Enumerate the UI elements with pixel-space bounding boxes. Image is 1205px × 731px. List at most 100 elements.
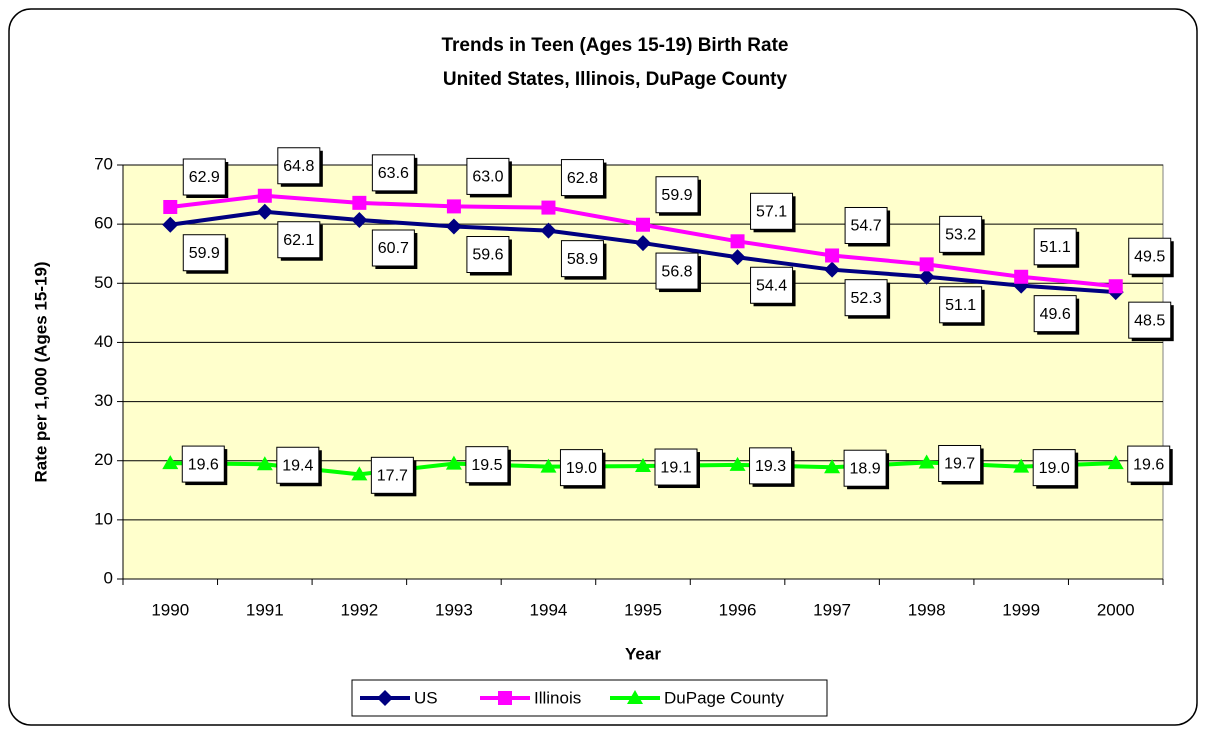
marker (162, 455, 179, 470)
label-box (750, 266, 794, 304)
marker (824, 459, 841, 474)
legend-label: US (414, 688, 438, 707)
marker (257, 188, 272, 203)
x-tick-label: 1999 (1002, 600, 1040, 619)
data-label: 63.0 (472, 169, 503, 186)
y-tick-label: 30 (94, 391, 113, 410)
marker (918, 454, 935, 469)
x-tick-label: 1996 (719, 600, 757, 619)
data-label: 51.1 (945, 297, 976, 314)
y-axis-label: Rate per 1,000 (Ages 15-19) (31, 261, 50, 482)
x-tick-label: 1994 (530, 600, 568, 619)
data-label: 54.7 (851, 218, 882, 235)
label-box (182, 158, 226, 196)
marker (351, 466, 368, 481)
label-box (939, 215, 983, 253)
x-tick-label: 2000 (1097, 600, 1135, 619)
x-tick-label: 1990 (151, 600, 189, 619)
label-box (1032, 449, 1076, 487)
legend-marker (498, 691, 512, 705)
label-box (370, 456, 414, 494)
marker (1108, 279, 1123, 294)
marker (825, 248, 840, 263)
y-tick-label: 0 (104, 568, 113, 587)
label-box (277, 147, 321, 185)
data-label: 19.0 (1039, 460, 1070, 477)
label-box (465, 446, 509, 484)
data-label: 19.6 (1133, 456, 1164, 473)
label-box (1127, 445, 1171, 483)
legend-label: DuPage County (664, 688, 785, 707)
legend-marker (627, 690, 643, 704)
marker (540, 222, 557, 239)
data-label: 59.9 (661, 187, 692, 204)
marker (824, 261, 841, 278)
chart-title: Trends in Teen (Ages 15-19) Birth Rate (441, 35, 788, 56)
y-tick-label: 10 (94, 509, 113, 528)
x-tick-label: 1992 (340, 600, 378, 619)
marker (256, 203, 273, 220)
y-tick-label: 20 (94, 450, 113, 469)
label-box (371, 154, 415, 192)
label-box (1128, 301, 1172, 339)
data-label: 62.8 (567, 170, 598, 187)
data-label: 49.6 (1040, 306, 1071, 323)
marker (729, 456, 746, 471)
label-box (560, 159, 604, 197)
data-label: 18.9 (850, 460, 881, 477)
x-tick-label: 1998 (908, 600, 946, 619)
marker (541, 200, 556, 215)
data-label: 63.6 (378, 165, 409, 182)
marker (919, 257, 934, 272)
marker (636, 217, 650, 232)
data-label: 59.6 (472, 247, 503, 264)
marker (445, 455, 462, 470)
label-box (277, 221, 321, 259)
label-box (276, 446, 320, 484)
data-label: 53.2 (945, 227, 976, 244)
marker (445, 218, 462, 235)
marker (635, 235, 651, 252)
legend-box (351, 679, 828, 717)
y-tick-label: 60 (94, 214, 113, 233)
label-box (939, 286, 983, 324)
chart-subtitle: United States, Illinois, DuPage County (443, 69, 788, 90)
marker (1013, 458, 1030, 473)
y-tick-label: 70 (94, 154, 113, 173)
label-box (938, 444, 982, 482)
legend-label: Illinois (534, 688, 581, 707)
x-tick-label: 1997 (813, 600, 851, 619)
data-label: 17.7 (377, 468, 408, 485)
marker (256, 456, 273, 471)
data-label: 59.9 (189, 245, 220, 262)
label-box (749, 447, 793, 485)
label-box (843, 449, 887, 487)
label-box (654, 448, 698, 486)
marker (1014, 269, 1029, 284)
label-box (181, 445, 225, 483)
data-label: 62.9 (189, 169, 220, 186)
marker (540, 458, 557, 473)
data-label: 19.3 (755, 458, 786, 475)
data-label: 49.5 (1134, 248, 1165, 265)
label-box (1128, 237, 1172, 275)
data-label: 19.5 (471, 457, 502, 474)
marker (162, 216, 179, 233)
marker (1107, 455, 1124, 470)
data-label: 57.1 (756, 204, 787, 221)
data-label: 60.7 (378, 240, 409, 257)
marker (635, 458, 651, 473)
y-tick-label: 50 (94, 273, 113, 292)
marker (729, 249, 746, 266)
label-box (466, 157, 510, 195)
marker (351, 212, 368, 229)
label-box (371, 229, 415, 267)
data-label: 48.5 (1134, 312, 1165, 329)
marker (730, 234, 745, 249)
label-box (560, 240, 604, 278)
x-tick-label: 1995 (624, 600, 662, 619)
data-label: 58.9 (567, 251, 598, 268)
data-label: 19.6 (188, 456, 219, 473)
label-box (655, 176, 699, 214)
